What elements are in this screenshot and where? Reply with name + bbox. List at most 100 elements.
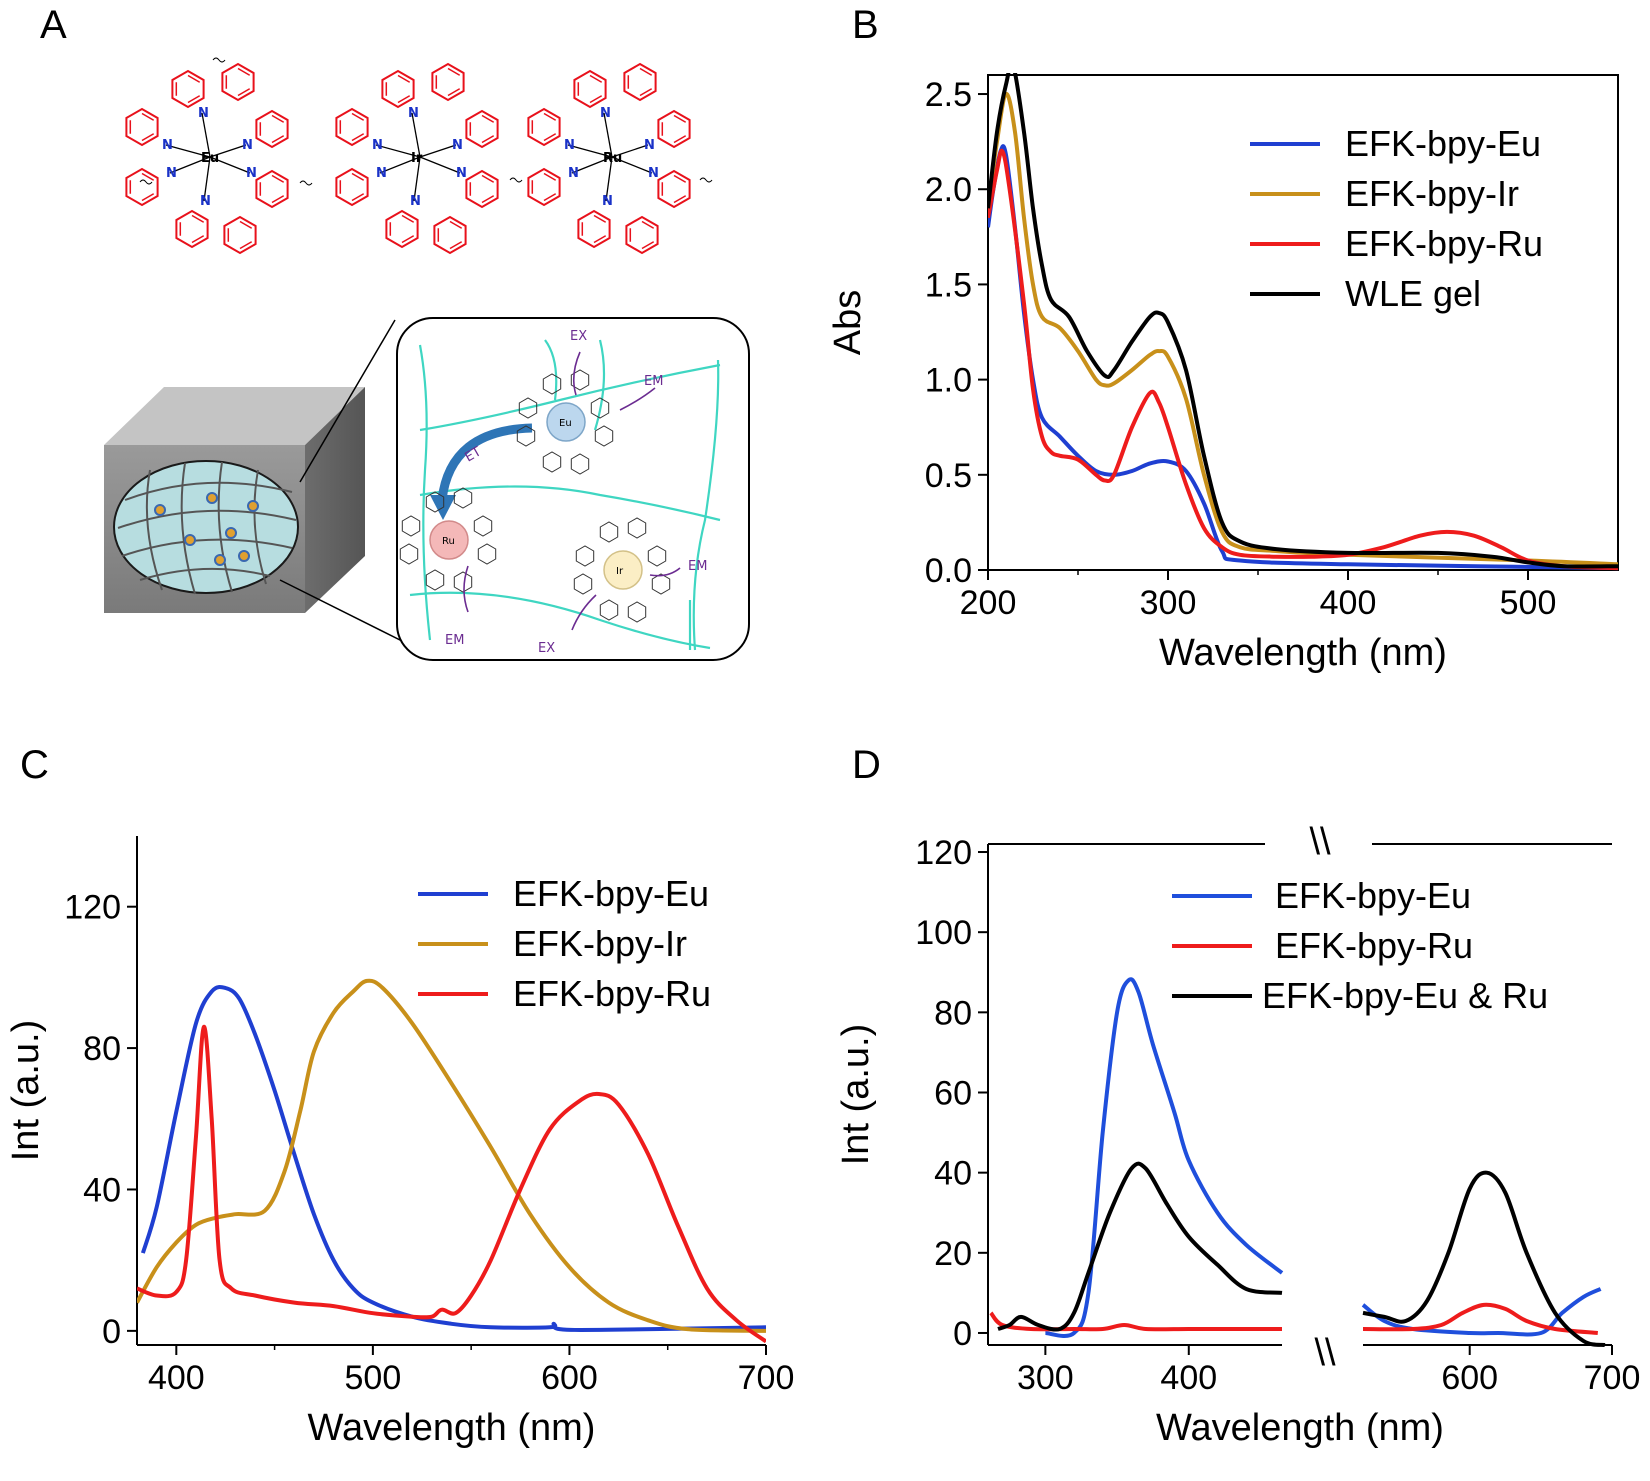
series-line-efk-bpy-eu xyxy=(140,985,766,1332)
y-tick-label: 40 xyxy=(83,1171,121,1209)
y-tick-label: 120 xyxy=(64,889,121,927)
ex-label-top: EX xyxy=(570,329,587,344)
series-line-efk-bpy-ru xyxy=(989,1311,1282,1332)
nitrogen-atom: N xyxy=(242,138,253,153)
x-tick-label: 300 xyxy=(1140,584,1197,622)
nitrogen-atom: N xyxy=(166,166,177,181)
legend-label: WLE gel xyxy=(1345,273,1481,314)
x-tick-label: 500 xyxy=(345,1359,402,1397)
y-axis-title: Int (a.u.) xyxy=(835,1024,877,1166)
y-tick-label: 20 xyxy=(934,1235,972,1273)
x-tick-label: 700 xyxy=(1584,1359,1641,1397)
y-tick-label: 1.0 xyxy=(925,362,972,400)
inset-metal: Ir xyxy=(616,566,624,577)
y-tick-label: 40 xyxy=(934,1155,972,1193)
legend-label: EFK-bpy-Eu xyxy=(513,873,709,914)
axis-break-mark-top: \\ xyxy=(1309,821,1331,863)
nitrogen-atom: N xyxy=(372,138,383,153)
nitrogen-atom: N xyxy=(564,138,575,153)
x-tick-label: 700 xyxy=(738,1359,795,1397)
series-line-efk-bpy-eu-ru xyxy=(1362,1170,1606,1347)
panel-label-d: D xyxy=(852,743,881,787)
y-tick-label: 80 xyxy=(83,1030,121,1068)
series-line-efk-bpy-ir xyxy=(988,91,1618,567)
nitrogen-atom: N xyxy=(644,138,655,153)
x-tick-label: 300 xyxy=(1017,1359,1074,1397)
legend-label: EFK-bpy-Ru xyxy=(1275,925,1473,966)
gel-network-ellipse xyxy=(113,460,299,594)
nitrogen-atom: N xyxy=(456,166,467,181)
series-line-wle-gel xyxy=(988,73,1618,569)
axis-break-mark-bottom: \\ xyxy=(1314,1332,1336,1374)
nitrogen-atom: N xyxy=(408,106,419,121)
nitrogen-atom: N xyxy=(600,106,611,121)
y-axis-title: Int (a.u.) xyxy=(5,1020,47,1162)
legend-label: EFK-bpy-Eu & Ru xyxy=(1262,975,1548,1016)
panel-label-a: A xyxy=(40,3,67,47)
nitrogen-atom: N xyxy=(452,138,463,153)
y-tick-label: 1.5 xyxy=(925,266,972,304)
plot-frame xyxy=(987,74,1619,571)
inset-metal: Ru xyxy=(442,536,455,547)
x-tick-label: 600 xyxy=(1441,1359,1498,1397)
series-line-efk-bpy-eu xyxy=(1045,977,1284,1338)
y-tick-label: 0.0 xyxy=(925,552,972,590)
em-label-bottom: EM xyxy=(445,633,464,648)
y-tick-label: 120 xyxy=(915,834,972,872)
y-tick-label: 2.0 xyxy=(925,171,972,209)
panel-label-b: B xyxy=(852,3,879,47)
legend-label: EFK-bpy-Eu xyxy=(1345,123,1541,164)
metal-center-ru: Ru xyxy=(603,151,622,166)
x-tick-label: 600 xyxy=(541,1359,598,1397)
gel-cube-illustration xyxy=(104,319,427,654)
inset-metal: Eu xyxy=(559,418,572,429)
x-tick-label: 400 xyxy=(148,1359,205,1397)
legend-label: EFK-bpy-Ru xyxy=(1345,223,1543,264)
series-line-efk-bpy-eu-ru xyxy=(997,1161,1283,1332)
et-label: ET xyxy=(463,444,485,465)
x-axis-title: Wavelength (nm) xyxy=(1156,1407,1444,1449)
x-tick-label: 400 xyxy=(1160,1359,1217,1397)
energy-transfer-inset: ET Eu Ru Ir EX EM EM EX EM xyxy=(396,317,750,661)
metal-center-ir: Ir xyxy=(411,151,423,166)
chart-d-broken-axis-emission: 300 400 600 700 0 20 40 60 80 100 120 \\ \\ Wavelengt… xyxy=(835,821,1640,1449)
y-tick-label: 100 xyxy=(915,914,972,952)
x-tick-label: 400 xyxy=(1320,584,1377,622)
series-line-efk-bpy-ru xyxy=(1362,1302,1598,1335)
panel-label-c: C xyxy=(20,743,49,787)
nitrogen-atom: N xyxy=(410,194,421,209)
legend-label: EFK-bpy-Eu xyxy=(1275,875,1471,916)
ex-label-bottom: EX xyxy=(538,641,555,656)
x-tick-label: 200 xyxy=(960,584,1017,622)
legend-label: EFK-bpy-Ir xyxy=(1345,173,1519,214)
series-line-efk-bpy-ru xyxy=(988,148,1618,571)
chart-c-emission: 400 500 600 700 0 40 80 120 Wavelength (nm) Int (… xyxy=(5,836,794,1449)
y-tick-label: 0.5 xyxy=(925,457,972,495)
nitrogen-atom: N xyxy=(602,194,613,209)
nitrogen-atom: N xyxy=(648,166,659,181)
em-label-right: EM xyxy=(688,559,707,574)
metal-center-eu: Eu xyxy=(201,151,219,166)
series-line-efk-bpy-ru xyxy=(137,1024,766,1344)
nitrogen-atom: N xyxy=(568,166,579,181)
x-tick-label: 500 xyxy=(1500,584,1557,622)
legend-label: EFK-bpy-Ru xyxy=(513,973,711,1014)
chart-b-absorption: 200 300 400 500 0.0 0.5 1.0 1.5 2.0 2.5 Wavelength… xyxy=(827,73,1619,674)
nitrogen-atom: N xyxy=(376,166,387,181)
y-axis-title: Abs xyxy=(827,290,869,355)
y-tick-label: 60 xyxy=(934,1074,972,1112)
em-label-top: EM xyxy=(644,374,663,389)
nitrogen-atom: N xyxy=(200,194,211,209)
nitrogen-atom: N xyxy=(162,138,173,153)
series-line-efk-bpy-ir xyxy=(137,978,766,1333)
nitrogen-atom: N xyxy=(198,106,209,121)
y-tick-label: 0 xyxy=(102,1313,121,1351)
x-axis-title: Wavelength (nm) xyxy=(1159,632,1447,674)
y-tick-label: 2.5 xyxy=(925,76,972,114)
series-line-efk-bpy-eu xyxy=(1361,1287,1602,1337)
legend-label: EFK-bpy-Ir xyxy=(513,923,687,964)
